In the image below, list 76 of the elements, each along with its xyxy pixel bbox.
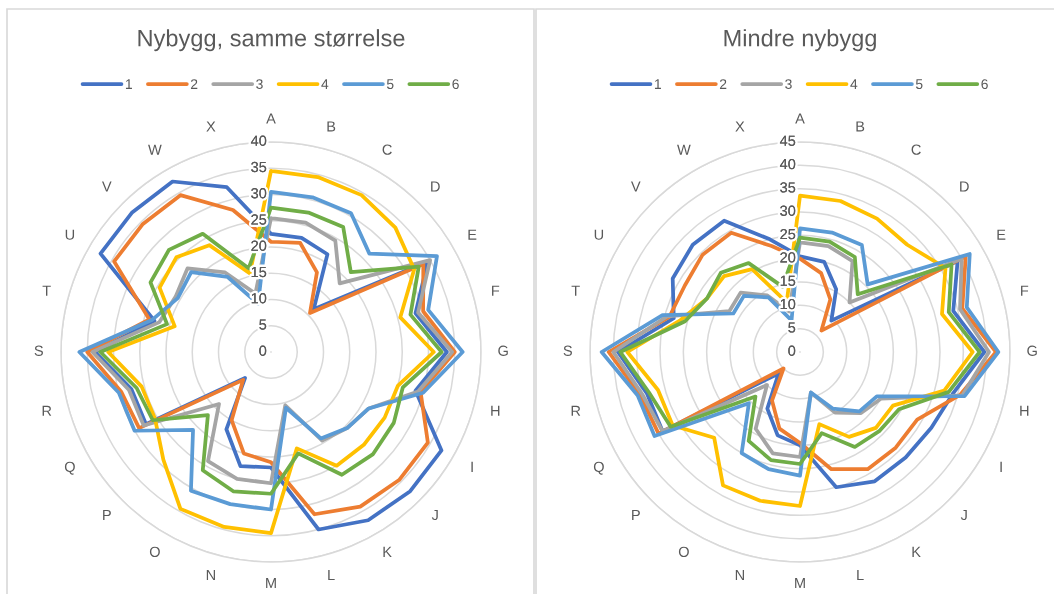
spoke-label: I: [1000, 461, 1002, 472]
spoke-label: H: [1020, 405, 1029, 416]
spoke-label: I: [471, 461, 473, 472]
legend-label: 1: [654, 79, 661, 89]
spoke-label: K: [912, 546, 921, 557]
y-tick-label: 30: [780, 205, 796, 216]
spoke-label: P: [103, 509, 111, 520]
spoke-label: M: [795, 577, 805, 588]
spoke-label: C: [911, 144, 921, 155]
legend-label: 1: [125, 79, 132, 89]
spoke-label: S: [563, 345, 572, 356]
spoke-label: D: [431, 181, 440, 192]
y-tick-label: 0: [259, 345, 267, 356]
spoke-label: B: [856, 121, 865, 132]
spoke-label: Q: [64, 461, 75, 475]
spoke-label: V: [101, 181, 112, 192]
legend-label: 6: [981, 79, 988, 90]
spoke-label: L: [328, 570, 335, 581]
spoke-label: F: [492, 285, 500, 296]
spoke-label: R: [571, 405, 581, 416]
spoke-label: H: [491, 405, 500, 416]
y-tick-label: 10: [780, 298, 796, 310]
spoke-label: F: [1021, 285, 1029, 296]
chart-title: Nybygg, samme størrelse: [138, 29, 405, 52]
spoke-label: A: [266, 113, 276, 124]
y-tick-label: 5: [259, 319, 267, 330]
spoke-label: N: [735, 570, 744, 581]
y-tick-label: 35: [251, 161, 267, 173]
y-tick-label: 40: [250, 135, 267, 146]
spoke-label: E: [468, 229, 477, 240]
legend-label: 3: [256, 79, 263, 90]
spoke-label: L: [857, 570, 864, 581]
legend-label: 2: [719, 79, 727, 89]
spoke-label: J: [431, 509, 438, 521]
spoke-label: G: [498, 345, 508, 356]
spoke-label: T: [42, 285, 51, 296]
spoke-label: C: [382, 144, 392, 155]
spoke-label: M: [266, 577, 276, 588]
legend-label: 5: [915, 79, 923, 90]
spoke-label: Q: [593, 461, 604, 475]
y-tick-label: 45: [779, 135, 796, 146]
spoke-label: S: [34, 345, 43, 356]
spoke-label: N: [206, 570, 215, 581]
spoke-label: O: [149, 546, 160, 558]
legend-label: 4: [850, 79, 858, 89]
legend-label: 5: [386, 79, 394, 90]
spoke-label: B: [327, 121, 336, 132]
spoke-label: W: [148, 144, 162, 155]
spoke-label: K: [383, 546, 392, 557]
spoke-label: P: [632, 509, 640, 520]
y-tick-label: 35: [780, 182, 796, 193]
spoke-label: U: [65, 229, 75, 240]
y-tick-label: 0: [788, 345, 796, 356]
spoke-label: W: [677, 144, 691, 155]
chart-title: Mindre nybygg: [724, 29, 876, 52]
y-tick-label: 20: [251, 240, 267, 251]
spoke-label: E: [997, 229, 1006, 240]
spoke-label: G: [1027, 345, 1037, 356]
spoke-label: X: [206, 121, 216, 132]
legend-label: 6: [452, 79, 459, 90]
legend-label: 3: [785, 79, 792, 90]
y-tick-label: 5: [788, 322, 796, 333]
spoke-label: D: [960, 181, 969, 192]
spoke-label: X: [735, 121, 745, 132]
y-tick-label: 15: [780, 275, 796, 286]
spoke-label: R: [42, 405, 52, 416]
legend-label: 4: [321, 79, 329, 89]
y-tick-label: 40: [779, 158, 796, 170]
legend-label: 2: [190, 79, 198, 89]
spoke-label: V: [630, 181, 641, 192]
spoke-label: A: [795, 113, 805, 124]
spoke-label: T: [571, 285, 580, 296]
spoke-label: J: [960, 509, 967, 521]
y-tick-label: 25: [251, 214, 267, 225]
spoke-label: U: [594, 229, 604, 240]
spoke-label: O: [678, 546, 689, 558]
